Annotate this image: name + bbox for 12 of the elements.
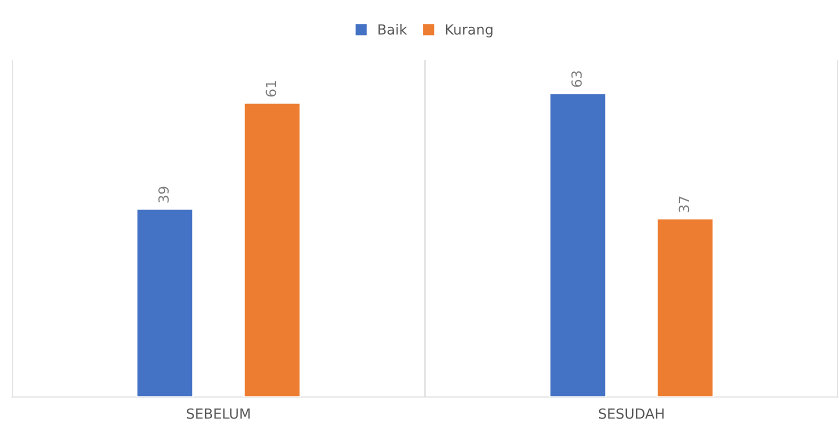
bar (549, 92, 607, 397)
legend-label: Kurang (446, 24, 492, 38)
bar (656, 218, 714, 397)
legend-label: Baik (378, 24, 408, 35)
bar (136, 208, 194, 397)
x-tick-label: SEBELUM (186, 408, 250, 419)
data-label: 63 (571, 71, 582, 87)
data-label: 37 (678, 196, 690, 212)
bar (243, 102, 301, 397)
data-label: 39 (158, 186, 169, 202)
x-tick-label: SESUDAH (598, 408, 664, 419)
data-label: 61 (266, 81, 276, 97)
